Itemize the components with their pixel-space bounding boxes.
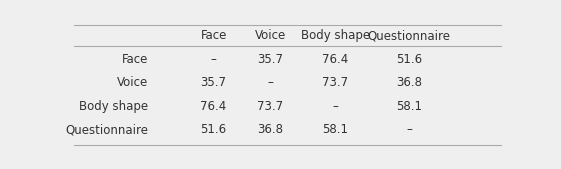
Text: –: – — [333, 100, 338, 113]
Text: Face: Face — [122, 53, 148, 66]
Text: 73.7: 73.7 — [322, 76, 348, 89]
Text: 76.4: 76.4 — [200, 100, 227, 113]
Text: Questionnaire: Questionnaire — [368, 29, 450, 42]
Text: Voice: Voice — [117, 76, 148, 89]
Text: –: – — [406, 123, 412, 136]
Text: 36.8: 36.8 — [257, 123, 283, 136]
Text: 51.6: 51.6 — [200, 123, 227, 136]
Text: 36.8: 36.8 — [396, 76, 422, 89]
Text: 58.1: 58.1 — [396, 100, 422, 113]
Text: 35.7: 35.7 — [257, 53, 283, 66]
Text: Voice: Voice — [255, 29, 286, 42]
Text: 73.7: 73.7 — [257, 100, 283, 113]
Text: Questionnaire: Questionnaire — [66, 123, 148, 136]
Text: Body shape: Body shape — [301, 29, 370, 42]
Text: 76.4: 76.4 — [322, 53, 348, 66]
Text: –: – — [211, 53, 217, 66]
Text: –: – — [267, 76, 273, 89]
Text: 51.6: 51.6 — [396, 53, 422, 66]
Text: Body shape: Body shape — [79, 100, 148, 113]
Text: Face: Face — [200, 29, 227, 42]
Text: 35.7: 35.7 — [201, 76, 227, 89]
Text: 58.1: 58.1 — [323, 123, 348, 136]
